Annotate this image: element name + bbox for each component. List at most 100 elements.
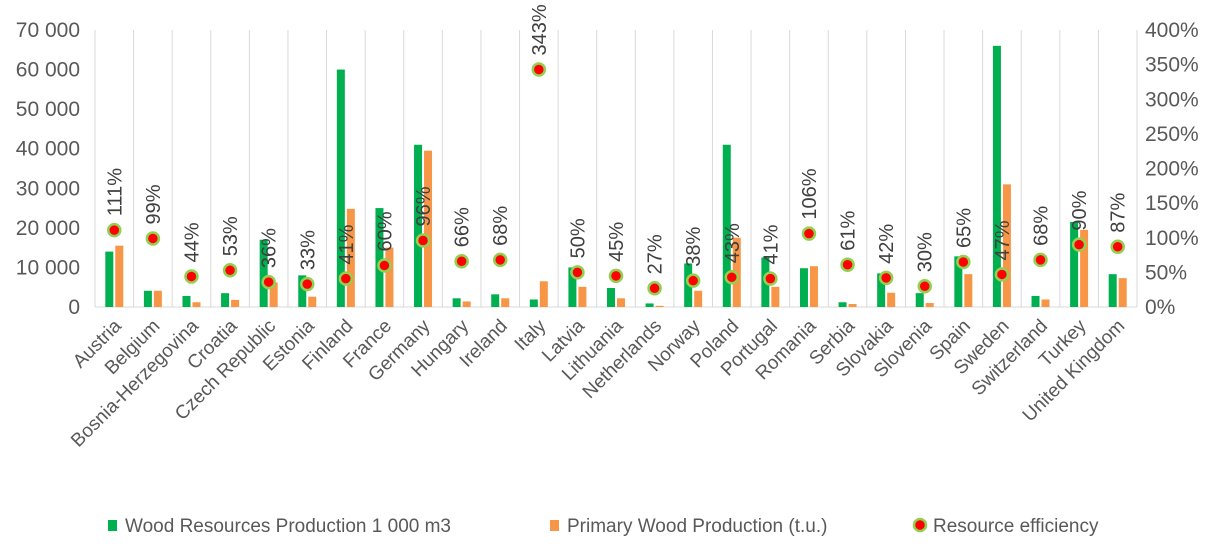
bar-primary-wood <box>1080 229 1089 307</box>
efficiency-marker <box>184 269 199 284</box>
bar-primary-wood <box>809 266 818 307</box>
bar-primary-wood <box>655 305 664 307</box>
bar-primary-wood <box>1041 299 1050 307</box>
bar-wood-resources <box>568 267 577 307</box>
bar-primary-wood <box>848 304 857 307</box>
efficiency-data-label: 65% <box>953 208 975 248</box>
efficiency-marker <box>415 233 431 248</box>
bar-primary-wood <box>925 303 934 307</box>
bar-primary-wood <box>385 247 394 307</box>
efficiency-marker <box>145 231 161 246</box>
efficiency-data-label: 68% <box>490 206 512 246</box>
bar-wood-resources <box>1031 295 1040 307</box>
y-right-tick-label: 350% <box>1145 54 1199 77</box>
y-right-tick-label: 150% <box>1145 192 1199 215</box>
efficiency-data-label: 38% <box>683 226 705 266</box>
efficiency-data-label: 53% <box>220 216 242 256</box>
bar-wood-resources <box>182 295 191 307</box>
bar-wood-resources <box>221 293 230 307</box>
y-right-tick-label: 250% <box>1145 123 1199 146</box>
efficiency-data-label: 61% <box>838 211 860 251</box>
efficiency-marker <box>685 273 701 288</box>
bar-primary-wood <box>346 208 355 307</box>
bar-wood-resources <box>259 239 268 307</box>
bar-wood-resources <box>954 256 963 307</box>
bar-primary-wood <box>153 290 162 307</box>
y-left-tick-label: 40 000 <box>16 138 80 161</box>
y-left-tick-label: 0 <box>68 296 80 319</box>
bar-wood-resources <box>529 299 538 307</box>
bar-wood-resources <box>607 288 615 307</box>
efficiency-marker <box>1033 252 1048 268</box>
bar-primary-wood <box>308 296 317 307</box>
efficiency-marker <box>300 276 315 292</box>
legend-marker-efficiency <box>912 517 928 533</box>
bar-wood-resources <box>1070 221 1079 307</box>
efficiency-marker <box>801 226 817 241</box>
bar-wood-resources <box>336 69 345 307</box>
efficiency-marker <box>878 270 894 286</box>
bar-wood-resources <box>491 294 500 307</box>
efficiency-data-label: 90% <box>1069 190 1091 230</box>
y-left-tick-label: 70 000 <box>16 19 80 42</box>
efficiency-data-label: 66% <box>452 207 474 247</box>
bar-wood-resources <box>915 293 924 307</box>
efficiency-data-label: 33% <box>297 230 319 270</box>
y-right-tick-label: 100% <box>1145 227 1199 250</box>
bar-primary-wood <box>424 150 433 307</box>
bar-primary-wood <box>539 281 548 307</box>
efficiency-marker <box>261 274 276 290</box>
legend-label-primary-wood: Primary Wood Production (t.u.) <box>567 516 827 537</box>
bar-wood-resources <box>414 144 423 307</box>
y-right-tick-label: 400% <box>1145 19 1199 42</box>
efficiency-data-label: 30% <box>915 232 937 272</box>
bar-wood-resources <box>722 144 731 307</box>
efficiency-data-label: 106% <box>799 168 821 219</box>
y-left-tick-label: 50 000 <box>16 98 80 121</box>
efficiency-marker <box>608 268 624 284</box>
efficiency-marker <box>531 62 547 77</box>
bar-wood-resources <box>992 45 1001 307</box>
bar-primary-wood <box>887 292 896 307</box>
efficiency-data-label: 27% <box>645 234 667 274</box>
bar-primary-wood <box>192 302 201 307</box>
y-left-tick-label: 10 000 <box>16 256 80 279</box>
efficiency-marker <box>917 278 932 294</box>
bar-primary-wood <box>462 301 471 307</box>
efficiency-data-label: 99% <box>143 184 165 224</box>
efficiency-marker <box>570 265 585 280</box>
efficiency-marker <box>647 281 662 296</box>
efficiency-data-label: 41% <box>760 224 782 264</box>
bar-wood-resources <box>838 302 847 307</box>
legend-label-wood-resources: Wood Resources Production 1 000 m3 <box>125 516 451 537</box>
efficiency-data-label: 44% <box>181 222 203 262</box>
efficiency-marker <box>1071 237 1087 252</box>
bar-wood-resources <box>143 290 152 307</box>
bar-primary-wood <box>694 290 703 307</box>
efficiency-marker <box>956 254 971 270</box>
efficiency-data-label: 87% <box>1108 193 1130 233</box>
efficiency-marker <box>763 271 778 286</box>
y-right-tick-label: 300% <box>1145 88 1199 111</box>
legend-swatch-wood-resources <box>108 520 117 531</box>
efficiency-marker <box>454 254 469 269</box>
bar-primary-wood <box>964 274 973 307</box>
efficiency-marker <box>994 267 1010 282</box>
bar-wood-resources <box>799 268 808 307</box>
y-left-tick-label: 60 000 <box>16 59 80 82</box>
y-right-tick-label: 50% <box>1145 261 1187 284</box>
bar-primary-wood <box>501 298 510 307</box>
bar-primary-wood <box>269 282 278 307</box>
efficiency-data-label: 60% <box>374 211 396 251</box>
bar-wood-resources <box>645 303 654 307</box>
bar-wood-resources <box>298 275 307 307</box>
bar-primary-wood <box>1118 278 1127 307</box>
efficiency-marker <box>338 271 354 286</box>
bar-primary-wood <box>231 299 240 307</box>
efficiency-data-label: 36% <box>259 228 281 268</box>
bar-wood-resources <box>877 273 886 307</box>
bar-wood-resources <box>375 208 384 307</box>
efficiency-data-label: 43% <box>722 223 744 263</box>
efficiency-data-label: 50% <box>567 218 589 258</box>
